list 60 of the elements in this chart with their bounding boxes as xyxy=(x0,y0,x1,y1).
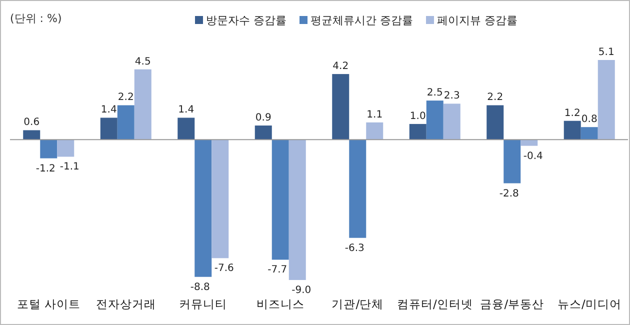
bar xyxy=(409,124,426,140)
data-label: -0.4 xyxy=(523,150,543,162)
data-label: 1.4 xyxy=(100,104,117,116)
legend-label: 방문자수 증감률 xyxy=(206,14,286,27)
bar xyxy=(117,105,134,140)
data-label: -6.3 xyxy=(344,242,364,254)
data-label: 0.8 xyxy=(581,114,598,126)
bar xyxy=(23,130,40,140)
bar xyxy=(520,140,538,146)
bar xyxy=(426,100,444,140)
x-tick-label: 금융/부동산 xyxy=(480,297,544,311)
text: (단위 : %) xyxy=(10,12,62,25)
data-label: 2.3 xyxy=(444,90,460,102)
bar xyxy=(194,140,212,277)
bar xyxy=(349,140,366,238)
x-tick-label: 기관/단체 xyxy=(332,297,384,311)
data-label: -2.8 xyxy=(499,188,519,200)
bar xyxy=(212,140,229,258)
bar xyxy=(332,74,350,140)
data-label: 0.6 xyxy=(24,117,40,128)
bar xyxy=(486,105,504,140)
x-tick-label: 전자상거래 xyxy=(96,297,156,311)
bar xyxy=(564,120,581,140)
data-label: 2.5 xyxy=(426,88,443,99)
data-label: 1.1 xyxy=(366,109,383,120)
data-label: -9.0 xyxy=(292,285,312,296)
legend-label: 평균체류시간 증감률 xyxy=(310,14,413,27)
bar xyxy=(443,104,460,140)
data-label: -1.1 xyxy=(60,162,80,173)
data-label: -7.6 xyxy=(214,263,234,274)
data-label: 4.2 xyxy=(332,61,349,72)
data-label: 0.9 xyxy=(255,112,272,124)
x-tick-label: 컴퓨터/인터넷 xyxy=(396,297,473,311)
x-tick-label: 커뮤니티 xyxy=(179,297,228,311)
data-label: -7.7 xyxy=(268,264,288,276)
bar xyxy=(598,60,615,140)
bar xyxy=(40,140,58,158)
bar xyxy=(57,140,74,157)
bar xyxy=(100,118,118,140)
data-label: -8.8 xyxy=(190,282,210,293)
bar xyxy=(504,140,521,184)
legend-label: 페이지뷰 증감률 xyxy=(437,14,518,27)
bar xyxy=(134,69,152,140)
data-label: 1.0 xyxy=(410,110,426,122)
bar xyxy=(272,140,289,260)
data-label: 5.1 xyxy=(598,47,614,58)
data-label: 2.2 xyxy=(487,92,504,104)
data-label: -1.2 xyxy=(36,163,56,174)
data-label: 4.5 xyxy=(134,56,151,68)
data-label: 1.2 xyxy=(564,108,580,119)
x-tick-label: 뉴스/미디어 xyxy=(557,297,622,311)
bar xyxy=(254,126,272,140)
bar xyxy=(580,127,598,140)
data-label: 2.2 xyxy=(118,92,134,104)
bar xyxy=(288,140,306,280)
x-tick-label: 포털 사이트 xyxy=(16,297,80,311)
x-tick-label: 비즈니스 xyxy=(256,297,304,311)
bar xyxy=(366,122,384,140)
data-label: 1.4 xyxy=(178,104,194,116)
bar xyxy=(178,118,195,140)
